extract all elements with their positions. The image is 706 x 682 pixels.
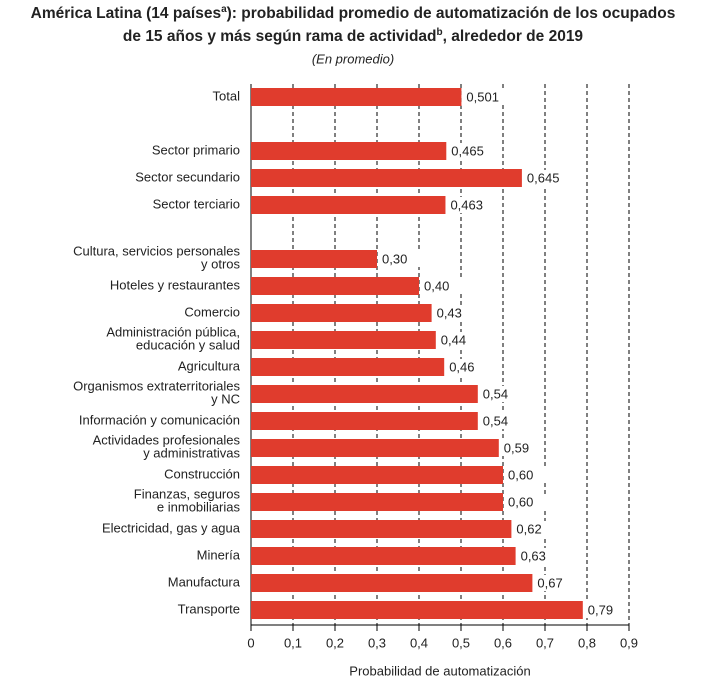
label-bg <box>447 359 488 375</box>
label-bg <box>506 494 546 510</box>
bar <box>251 358 445 376</box>
y-tick-label: Minería <box>197 547 241 562</box>
y-tick-label: Agricultura <box>178 358 241 373</box>
bar <box>251 547 516 565</box>
label-bg <box>585 602 626 618</box>
bar <box>251 142 447 160</box>
value-label: 0,465 <box>451 143 484 158</box>
value-label: 0,54 <box>483 386 508 401</box>
x-tick-label: 0,3 <box>368 635 386 650</box>
value-label: 0,46 <box>449 359 474 374</box>
label-bg <box>501 440 542 456</box>
bar <box>251 520 512 538</box>
y-tick-label: Manufactura <box>168 574 241 589</box>
x-tick-label: 0 <box>247 635 254 650</box>
y-tick-label: Transporte <box>178 601 240 616</box>
label-bg <box>480 413 521 429</box>
bar <box>251 169 522 187</box>
title-sup: a <box>221 4 227 15</box>
label-bg <box>438 332 479 348</box>
value-label: 0,40 <box>424 278 449 293</box>
value-label: 0,60 <box>508 467 533 482</box>
bar <box>251 385 478 403</box>
bar <box>251 412 478 430</box>
label-bg <box>380 251 420 267</box>
value-label: 0,62 <box>516 521 541 536</box>
x-tick-label: 0,4 <box>410 635 428 650</box>
x-tick-label: 0,7 <box>536 635 554 650</box>
y-tick-label: Sector secundario <box>135 169 240 184</box>
x-tick-label: 0,1 <box>284 635 302 650</box>
bar <box>251 439 499 457</box>
bar <box>251 601 583 619</box>
title-sup: b <box>437 27 443 38</box>
bar <box>251 493 503 511</box>
value-label: 0,44 <box>441 332 466 347</box>
value-label: 0,30 <box>382 251 407 266</box>
x-axis-label: Probabilidad de automatización <box>349 663 530 678</box>
y-tick-label: Cultura, servicios personales y otros <box>73 244 240 272</box>
label-bg <box>434 305 475 321</box>
label-bg <box>506 467 546 483</box>
bar <box>251 196 446 214</box>
label-bg <box>422 278 462 294</box>
value-label: 0,43 <box>437 305 462 320</box>
title-text: de 15 años y más según rama de actividad <box>123 28 437 45</box>
y-tick-label: Construcción <box>164 466 240 481</box>
chart-title: América Latina (14 paísesa): probabilida… <box>31 4 676 22</box>
y-tick-label: Total <box>213 88 241 103</box>
label-bg <box>448 197 489 213</box>
bar <box>251 277 419 295</box>
label-bg <box>514 521 555 537</box>
bar <box>251 250 377 268</box>
y-tick-label: Administración pública, educación y salud <box>106 325 240 353</box>
value-label: 0,463 <box>450 197 483 212</box>
x-tick-label: 0,6 <box>494 635 512 650</box>
label-bg <box>480 386 521 402</box>
label-bg <box>535 575 576 591</box>
bar <box>251 331 436 349</box>
title-text: , alrededor de 2019 <box>443 28 584 45</box>
label-bg <box>464 89 505 105</box>
label-bg <box>524 170 565 186</box>
label-bg <box>449 143 490 159</box>
value-label: 0,67 <box>537 575 562 590</box>
y-tick-label: Actividades profesionales y administrativ… <box>93 433 241 461</box>
y-tick-label: Sector terciario <box>153 196 240 211</box>
bar <box>251 304 432 322</box>
x-tick-label: 0,5 <box>452 635 470 650</box>
value-label: 0,79 <box>588 602 613 617</box>
y-tick-label: Sector primario <box>152 142 240 157</box>
y-tick-label: Organismos extraterritoriales y NC <box>73 379 240 407</box>
value-label: 0,59 <box>504 440 529 455</box>
y-tick-label: Comercio <box>184 304 240 319</box>
value-label: 0,645 <box>527 170 560 185</box>
label-bg <box>518 548 559 564</box>
x-tick-label: 0,2 <box>326 635 344 650</box>
title-text: ): probabilidad promedio de automatizaci… <box>227 5 676 22</box>
title-text: América Latina (14 países <box>31 5 221 22</box>
value-label: 0,60 <box>508 494 533 509</box>
bar <box>251 574 533 592</box>
y-tick-label: Hoteles y restaurantes <box>110 277 241 292</box>
value-label: 0,54 <box>483 413 508 428</box>
y-tick-label: Finanzas, seguros e inmobiliarias <box>134 487 241 515</box>
subtitle: (En promedio) <box>312 51 394 66</box>
value-label: 0,501 <box>466 89 499 104</box>
value-label: 0,63 <box>521 548 546 563</box>
bar <box>251 88 462 106</box>
y-tick-label: Electricidad, gas y agua <box>102 520 241 535</box>
bar <box>251 466 503 484</box>
chart-title: de 15 años y más según rama de actividad… <box>123 27 584 45</box>
x-tick-label: 0,8 <box>578 635 596 650</box>
x-tick-label: 0,9 <box>620 635 638 650</box>
y-tick-label: Información y comunicación <box>79 412 240 427</box>
